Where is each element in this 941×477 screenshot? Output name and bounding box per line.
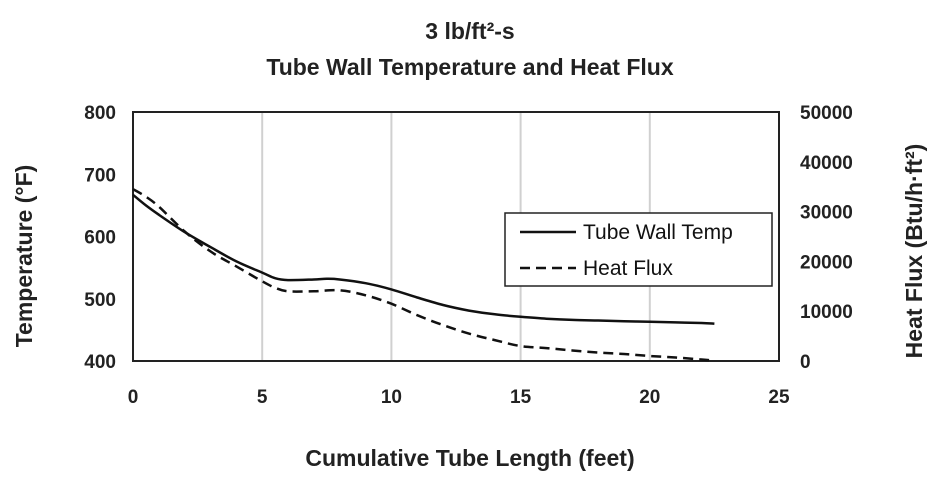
y-left-tick-label: 400: [84, 352, 116, 373]
x-tick-label: 10: [381, 387, 402, 408]
series-line-heat-flux: [132, 188, 715, 362]
x-axis-title: Cumulative Tube Length (feet): [305, 445, 634, 471]
legend: Tube Wall Temp Heat Flux: [504, 212, 773, 287]
y-axis-left-title: Temperature (°F): [11, 165, 37, 348]
x-tick-label: 0: [128, 387, 139, 408]
y-left-tick-label: 800: [84, 103, 116, 124]
plot-area: [132, 111, 780, 362]
y-right-tick-label: 20000: [800, 252, 853, 273]
y-right-tick-label: 40000: [800, 153, 853, 174]
x-tick-label: 25: [768, 387, 790, 408]
legend-label-tube-wall-temp: Tube Wall Temp: [583, 221, 733, 244]
series-line-tube-wall-temp: [132, 193, 715, 325]
y-right-tick-label: 50000: [800, 103, 853, 124]
y-axis-right-title: Heat Flux (Btu/h·ft²): [901, 144, 927, 359]
legend-box: [504, 212, 773, 287]
x-tick-label: 15: [510, 387, 532, 408]
y-left-tick-label: 600: [84, 228, 116, 249]
y-right-tick-label: 10000: [800, 302, 853, 323]
y-left-tick-label: 700: [84, 165, 116, 186]
x-tick-label: 5: [257, 387, 268, 408]
series-layer: [132, 188, 715, 362]
x-tick-label: 20: [639, 387, 660, 408]
legend-label-heat-flux: Heat Flux: [583, 257, 673, 280]
chart-title-line-1: 3 lb/ft²-s: [425, 18, 514, 44]
tick-labels: 0 5 10 15 20 25 400 500 600 700 800 0 10000 20000 3000…: [84, 103, 853, 408]
y-left-tick-label: 500: [84, 290, 116, 311]
y-right-tick-label: 30000: [800, 203, 853, 224]
chart-title-line-2: Tube Wall Temperature and Heat Flux: [266, 54, 673, 80]
y-right-tick-label: 0: [800, 352, 811, 373]
